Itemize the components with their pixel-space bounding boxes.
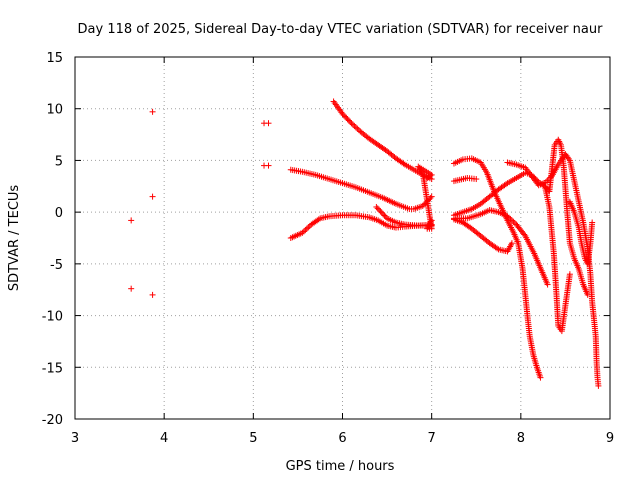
data-point [265,120,272,127]
data-point [340,112,347,119]
data-point [507,216,514,223]
y-tick-labels: -20 -15 -10 -5 0 5 10 15 [42,51,63,428]
data-point [419,202,426,209]
data-point [305,224,312,231]
data-point [300,228,307,235]
data-point [303,225,310,232]
data-point [421,201,428,208]
data-point [299,229,306,236]
data-point [349,121,356,128]
data-point [504,213,511,220]
data-point [373,203,380,210]
x-axis-label: GPS time / hours [286,459,395,474]
data-point [380,211,387,218]
y-tick-label: -15 [42,361,63,376]
axis-ticks [74,56,611,420]
data-point [381,212,388,219]
data-point [494,245,501,252]
data-point [508,217,515,224]
data-point [351,122,358,129]
data-point [377,208,384,215]
x-tick-label: 6 [338,431,346,446]
chart-title: Day 118 of 2025, Sidereal Day-to-day VTE… [78,22,604,37]
data-point [355,127,362,134]
data-point [382,213,389,220]
y-tick-label: -5 [50,258,63,273]
y-tick-label: -10 [42,310,63,325]
data-point [502,181,509,188]
x-tick-label: 8 [517,431,525,446]
data-point [521,231,528,238]
data-point [376,206,383,213]
data-point [378,209,385,216]
y-tick-label: 5 [55,154,63,169]
x-tick-label: 3 [71,431,79,446]
x-tick-labels: 3 4 5 6 7 8 9 [71,431,614,446]
data-point [428,193,435,200]
data-point [584,291,591,298]
y-tick-label: 0 [55,206,63,221]
data-point [343,114,350,121]
data-point [374,205,381,212]
data-point [347,118,354,125]
y-tick-label: 15 [46,51,63,66]
data-point [566,271,573,278]
data-point [302,227,309,234]
data-points [128,98,602,389]
data-point [400,160,407,167]
data-point [348,120,355,127]
data-point [149,291,156,298]
data-point [352,124,359,131]
data-point [344,116,351,123]
y-tick-label: -20 [42,413,63,428]
data-point [544,281,551,288]
x-tick-label: 5 [249,431,257,446]
grid [75,57,610,419]
y-tick-label: 10 [46,103,63,118]
data-point [428,217,435,224]
data-point [128,285,135,292]
data-point [508,240,515,247]
x-tick-label: 4 [160,431,168,446]
x-tick-label: 9 [606,431,614,446]
y-axis-label: SDTVAR / TECUs [7,185,22,292]
data-point [595,382,602,389]
data-point [354,125,361,132]
data-point [510,218,517,225]
data-point [315,216,322,223]
data-point [473,176,480,183]
data-point [149,108,156,115]
data-point [342,113,349,120]
data-point [537,374,544,381]
data-point [505,214,512,221]
data-point [265,162,272,169]
data-point [128,217,135,224]
x-tick-label: 7 [428,431,436,446]
data-point [149,193,156,200]
data-point [339,110,346,117]
data-point [589,219,596,226]
data-point [511,220,518,227]
data-point [345,117,352,124]
